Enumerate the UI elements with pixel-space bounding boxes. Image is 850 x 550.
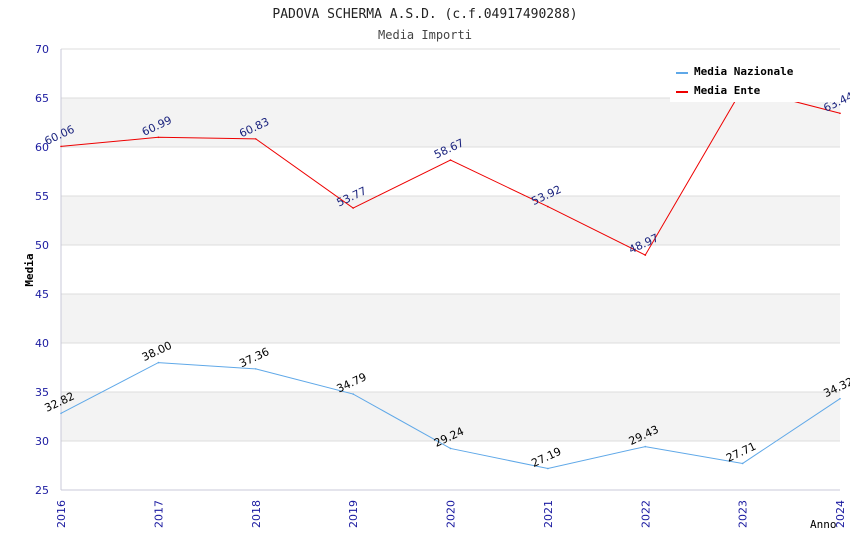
data-point-0-2021 <box>547 468 549 470</box>
x-tick-label-2019: 2019 <box>347 500 360 528</box>
x-tick-label-2022: 2022 <box>639 500 652 528</box>
data-point-1-2021 <box>547 206 549 208</box>
x-tick-label-2021: 2021 <box>542 500 555 528</box>
line-chart: 253035404550556065702016 2017 2018 2019 2020… <box>0 0 850 550</box>
background-bands <box>61 49 840 490</box>
data-point-0-2020 <box>450 448 452 450</box>
y-tick-label-40: 40 <box>35 337 49 350</box>
data-point-1-2018 <box>255 138 257 140</box>
y-axis-label: Media <box>23 253 36 286</box>
y-tick-label-55: 55 <box>35 190 49 203</box>
data-point-1-2017 <box>158 136 160 138</box>
legend-label-nazionale: Media Nazionale <box>694 65 794 78</box>
grid-band <box>61 196 840 245</box>
chart-title: PADOVA SCHERMA A.S.D. (c.f.04917490288) <box>272 7 577 22</box>
data-point-0-2024 <box>839 398 841 400</box>
data-point-1-2019 <box>352 207 354 209</box>
data-point-0-2018 <box>255 368 257 370</box>
y-tick-label-30: 30 <box>35 435 49 448</box>
data-point-1-2016 <box>60 146 62 148</box>
data-point-0-2023 <box>742 463 744 465</box>
legend: Media Nazionale Media Ente <box>670 60 840 102</box>
data-point-0-2019 <box>352 393 354 395</box>
x-tick-label-2018: 2018 <box>250 500 263 528</box>
x-tick-label-2020: 2020 <box>445 500 458 528</box>
y-tick-label-70: 70 <box>35 43 49 56</box>
y-tick-label-35: 35 <box>35 386 49 399</box>
data-point-1-2024 <box>839 112 841 114</box>
y-tick-label-25: 25 <box>35 484 49 497</box>
data-point-0-2017 <box>158 362 160 364</box>
y-tick-label-65: 65 <box>35 92 49 105</box>
grid-band <box>61 294 840 343</box>
y-tick-label-45: 45 <box>35 288 49 301</box>
data-point-1-2020 <box>450 159 452 161</box>
x-tick-label-2023: 2023 <box>737 500 750 528</box>
x-tick-label-2016: 2016 <box>55 500 68 528</box>
data-point-0-2022 <box>644 446 646 448</box>
x-axis-label: Anno <box>810 518 837 531</box>
chart-subtitle: Media Importi <box>378 28 472 42</box>
data-point-0-2016 <box>60 413 62 415</box>
data-point-1-2022 <box>644 254 646 256</box>
x-tick-label-2017: 2017 <box>152 500 165 528</box>
legend-label-ente: Media Ente <box>694 84 761 97</box>
y-tick-label-50: 50 <box>35 239 49 252</box>
